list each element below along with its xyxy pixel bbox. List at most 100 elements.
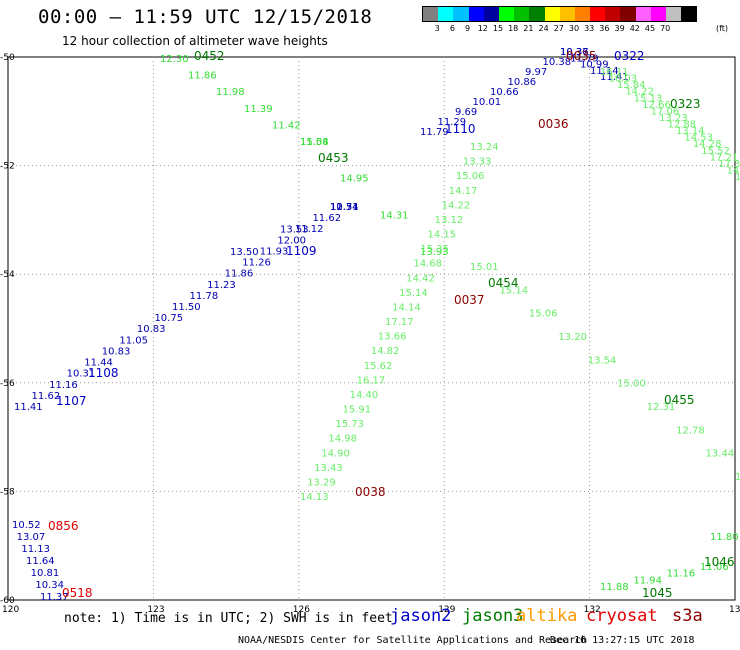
- wave-height-value: 10.38: [543, 57, 572, 68]
- colorbar-label: 6: [449, 24, 455, 33]
- wave-height-value: 10.83: [137, 324, 166, 335]
- colorbar-label: 45: [644, 24, 656, 33]
- wave-height-value: 10.52: [12, 520, 41, 531]
- colorbar-label: 42: [629, 24, 640, 33]
- wave-height-value: 11.29: [438, 117, 467, 128]
- colorbar-swatch: [498, 7, 515, 21]
- track-time-label: 1107: [56, 394, 87, 408]
- wave-height-value: 10.83: [102, 346, 131, 357]
- wave-height-value: 12.78: [676, 425, 705, 436]
- colorbar-label: 3: [434, 24, 440, 33]
- wave-height-value: 15.62: [364, 361, 393, 372]
- wave-height-value: 11.50: [172, 302, 201, 313]
- wave-height-value: 17.39: [718, 159, 740, 170]
- colorbar-label: 18: [508, 24, 519, 33]
- lat-tick-label: -54: [0, 270, 15, 280]
- track-time-label: 0518: [62, 586, 93, 600]
- colorbar-swatch: [453, 7, 469, 21]
- wave-height-value: 13.93: [420, 247, 449, 258]
- wave-height-value: 13.23: [659, 113, 688, 124]
- lon-tick-label: 132: [584, 605, 601, 615]
- wave-height-value: 11.94: [633, 575, 662, 586]
- wave-height-value: 12.66: [642, 100, 671, 111]
- map-title: 00:00 – 11:59 UTC 12/15/2018: [38, 6, 373, 28]
- wave-height-value: 12.31: [647, 402, 676, 413]
- wave-height-value: 17.21: [710, 152, 739, 163]
- wave-height-value: 11.98: [216, 87, 245, 98]
- wave-height-value: 17.06: [651, 106, 680, 117]
- wave-height-value: 11.79: [570, 53, 599, 64]
- wave-height-value: 13.24: [470, 142, 499, 153]
- credit-text: NOAA/NESDIS Center for Satellite Applica…: [238, 635, 588, 646]
- track-time-label: 1110: [445, 122, 476, 136]
- colorbar-swatch: [483, 7, 499, 21]
- colorbar-unit: (ft): [716, 24, 729, 33]
- wave-height-value: 13.14: [676, 126, 705, 137]
- wave-height-value: 11.16: [667, 569, 696, 580]
- footer-note: note: 1) Time is in UTC; 2) SWH is in fe…: [64, 611, 393, 626]
- wave-height-value: 10.81: [31, 568, 60, 579]
- lat-tick-label: -60: [0, 596, 15, 606]
- wave-height-value: 15.13: [634, 93, 663, 104]
- wave-height-value: 11.78: [190, 291, 219, 302]
- colorbar-swatch: [605, 7, 621, 21]
- wave-height-value: 11.13: [21, 544, 50, 555]
- wave-height-value: 13.07: [17, 532, 46, 543]
- wave-height-value: 13.20: [558, 332, 587, 343]
- track-time-label: 0856: [48, 519, 79, 533]
- wave-height-value: 15.73: [335, 419, 364, 430]
- colorbar-swatch: [529, 7, 545, 21]
- wave-height-value: 15.35: [420, 244, 449, 255]
- lat-tick-label: -56: [0, 379, 15, 389]
- wave-height-value: 13.50: [230, 247, 259, 258]
- wave-height-value: 11.86: [225, 269, 254, 280]
- wave-height-value: 11.26: [242, 258, 271, 269]
- colorbar-label: 30: [568, 24, 580, 33]
- wave-height-value: 10.34: [35, 580, 64, 591]
- wave-height-value: 11.62: [32, 391, 61, 402]
- wave-height-value: 14.90: [321, 448, 350, 459]
- track-time-label: 0454: [488, 276, 519, 290]
- wave-height-value: 13.43: [314, 463, 343, 474]
- wave-height-value: 14.65: [727, 165, 740, 176]
- wave-height-value: 14.40: [350, 390, 379, 401]
- colorbar-label: 12: [477, 24, 488, 33]
- wave-height-value: 14.31: [380, 210, 409, 221]
- colorbar-label: 21: [523, 24, 534, 33]
- track-time-label: 1046: [704, 555, 735, 569]
- wave-height-value: 14.17: [449, 186, 478, 197]
- wave-height-value: 13.44: [706, 449, 735, 460]
- wave-height-value: 10.01: [473, 97, 502, 108]
- wave-height-value: 12.88: [668, 120, 697, 131]
- colorbar-label: 70: [660, 24, 671, 33]
- wave-height-value: 11.41: [14, 402, 43, 413]
- wave-height-value: 14.14: [392, 302, 421, 313]
- wave-height-value: 11.86: [188, 71, 217, 82]
- wave-height-value: 9.97: [525, 67, 547, 78]
- lat-tick-label: -52: [0, 162, 15, 172]
- wave-height-value: 13.33: [463, 157, 492, 168]
- colorbar-swatch: [468, 7, 484, 21]
- wave-height-value: 11.42: [272, 120, 301, 131]
- wave-height-value: 11.12: [295, 224, 324, 235]
- wave-height-value: 10.75: [154, 313, 183, 324]
- wave-height-value: 14.42: [406, 273, 435, 284]
- wave-height-value: 14.22: [625, 87, 654, 98]
- timestamp: Dec 16 13:27:15 UTC 2018: [550, 635, 695, 646]
- legend-cryosat: cryosat: [586, 606, 658, 626]
- track-time-label: 0323: [670, 97, 701, 111]
- legend-altika: altika: [516, 606, 578, 626]
- wave-height-value: 17.17: [385, 317, 414, 328]
- legend-s3a: s3a: [672, 606, 703, 626]
- map-frame: [7, 56, 736, 601]
- legend-jason2: jason2: [390, 606, 452, 626]
- colorbar-swatch: [574, 7, 591, 21]
- colorbar-swatch: [514, 7, 530, 21]
- wave-height-value: 16.03: [608, 74, 637, 85]
- wave-height-value: 12.30: [160, 54, 189, 65]
- wave-height-value: 14.22: [442, 200, 471, 211]
- wave-height-value: 11.64: [26, 556, 55, 567]
- track-time-label: 1108: [88, 366, 119, 380]
- wave-height-value: 15.91: [343, 405, 372, 416]
